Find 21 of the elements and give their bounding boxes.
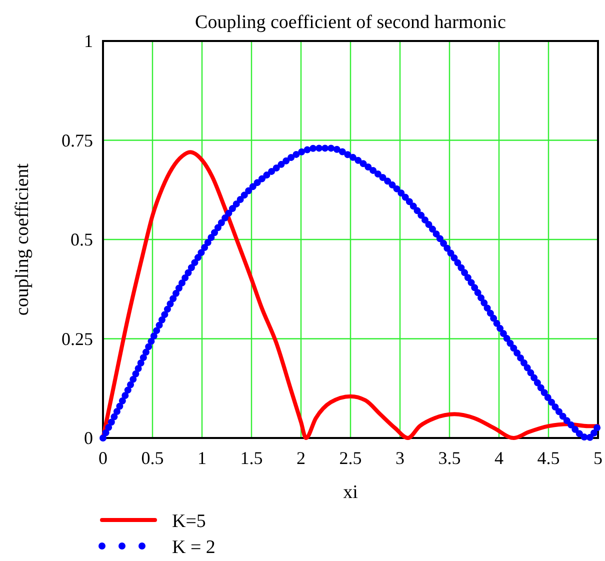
x-tick-label: 4	[494, 448, 504, 468]
x-tick-label: 1.5	[240, 448, 263, 468]
x-tick-label: 0.5	[141, 448, 164, 468]
x-tick-label: 1	[198, 448, 206, 468]
y-tick-label: 0	[84, 428, 93, 448]
y-tick-label: 0.75	[62, 130, 93, 150]
x-tick-label: 5	[594, 448, 602, 468]
x-tick-label: 2.5	[339, 448, 362, 468]
y-axis-title: coupling coefficient	[12, 162, 33, 316]
chart-title: Coupling coefficient of second harmonic	[195, 12, 506, 33]
x-tick-label: 3	[396, 448, 404, 468]
y-tick-label: 1	[84, 31, 93, 51]
x-tick-label: 0	[98, 448, 108, 468]
x-axis-title: xi	[343, 482, 358, 503]
y-tick-label: 0.25	[62, 328, 93, 349]
y-tick-label: 0.5	[70, 230, 93, 250]
x-tick-label: 4.5	[537, 448, 560, 468]
x-tick-label: 3.5	[438, 448, 461, 468]
x-tick-label: 2	[296, 448, 306, 468]
legend-label: K=5	[172, 511, 206, 532]
legend-label: K = 2	[172, 537, 216, 558]
